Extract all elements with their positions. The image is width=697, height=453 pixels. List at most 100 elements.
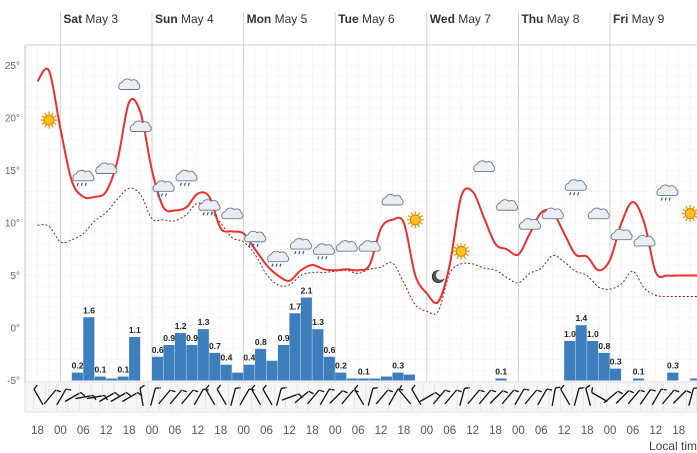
rain-drop (298, 250, 301, 255)
cloud-shape (587, 207, 610, 220)
wind-barb-flag (329, 388, 335, 391)
precip-label: 1.3 (312, 317, 324, 327)
rain-drop (569, 192, 572, 196)
wind-barb-shaft (615, 390, 630, 404)
wind-barb-shaft (459, 388, 466, 406)
wind-barb-shaft (281, 393, 300, 401)
sun-ray (41, 122, 45, 125)
wind-barb-shaft (419, 391, 436, 403)
rain-cloud-icon (72, 169, 95, 187)
x-tick-label: 12 (649, 425, 662, 437)
wind-barb-icon (354, 384, 365, 406)
rain-drop (210, 212, 213, 216)
cloud-icon (381, 194, 404, 206)
precip-label: 0.2 (335, 361, 347, 371)
wind-barb-icon (262, 384, 273, 406)
wind-barb-shaft (388, 388, 399, 406)
rain-drop (294, 250, 297, 255)
precip-label: 0.4 (243, 353, 255, 363)
precip-bar (667, 372, 679, 381)
rain-drop (577, 192, 580, 196)
x-tick-label: 06 (352, 425, 365, 437)
rain-cloud-icon (656, 184, 679, 201)
cloud-shape (335, 240, 358, 252)
rain-drop (183, 182, 186, 187)
precip-bar (300, 297, 312, 381)
rain-drop (164, 193, 168, 197)
sun-ray (417, 224, 421, 228)
dewpoint-line (37, 187, 697, 315)
cloud-icon (473, 160, 496, 172)
wind-barb-flag (693, 387, 697, 389)
precip-bar (690, 378, 697, 381)
precip-bar (186, 344, 198, 381)
cloud-shape (198, 199, 221, 211)
precip-bar (392, 372, 404, 381)
day-label: Tue May 6 (338, 12, 395, 26)
wind-barb-shaft (43, 389, 57, 405)
sun-ray (465, 246, 469, 250)
wind-barb-shaft (86, 394, 105, 400)
x-tick-label: 18 (398, 425, 411, 437)
wind-barb-icon (591, 387, 608, 403)
wind-barb-shaft (591, 391, 608, 403)
cloud-icon (541, 207, 564, 220)
cloud-icon (587, 207, 610, 220)
precip-bar (312, 329, 324, 381)
precip-label: 0.7 (209, 341, 221, 351)
wind-barb-shaft (375, 389, 389, 405)
precip-bar (495, 378, 507, 381)
cloud-icon (496, 199, 519, 211)
wind-barb-flag (546, 388, 553, 391)
rain-drop (156, 193, 160, 197)
precip-bar (381, 376, 393, 381)
sun-ray (410, 224, 414, 228)
wind-barb-flag (555, 386, 561, 389)
sun-ray (53, 115, 57, 118)
x-tick-label: 00 (54, 425, 67, 437)
cloud-shape (118, 78, 141, 90)
rain-drop (160, 193, 164, 197)
day-label: Thu May 8 (521, 12, 579, 26)
wind-barb-flag (80, 391, 86, 397)
x-tick-label: 00 (237, 425, 250, 437)
y-tick-label: 0° (10, 324, 20, 335)
rain-drop (325, 256, 328, 260)
wind-barb-icon (329, 390, 348, 404)
wind-row-background (24, 381, 697, 413)
precip-label: 0.6 (152, 345, 164, 355)
sun-ray (685, 217, 688, 222)
wind-barb-shaft (319, 388, 330, 406)
precip-bar (129, 337, 141, 381)
rain-drop (668, 197, 671, 201)
sun-ray (417, 212, 421, 216)
wind-barb-flag (398, 385, 403, 391)
precip-bar (346, 378, 358, 381)
wind-barb-flag (139, 384, 145, 389)
precip-label: 1.6 (83, 305, 95, 315)
cloud-shape (541, 207, 564, 220)
wind-barb-icon (672, 390, 692, 404)
cloud-shape (290, 238, 312, 250)
wind-barb-icon (585, 384, 592, 406)
x-axis: 18 00 06 12 18 00 06 12 18 00 06 12 18 00 06 12 18 00 06 12… (31, 425, 685, 437)
rain-drop (256, 243, 259, 247)
precip-bar (266, 360, 278, 381)
x-tick-label: 18 (672, 425, 685, 437)
precip-bar (220, 364, 232, 381)
cloud-shape (519, 218, 541, 230)
wind-barb-flag (262, 384, 267, 390)
precip-bar (197, 329, 209, 381)
rain-drop (271, 263, 274, 267)
wind-barb-shaft (193, 388, 204, 406)
rain-cloud-icon (175, 169, 198, 187)
x-tick-label: 00 (420, 425, 433, 437)
wind-barb-flag (617, 390, 623, 395)
precipitation-bars: 0.21.60.1 0.11.10.60.91.20.91.30.70.4 0.40… (72, 286, 697, 381)
wind-barb-icon (64, 391, 86, 403)
precip-label: 0.1 (633, 367, 645, 377)
wind-barb-shaft (627, 389, 641, 405)
rain-drop (573, 192, 576, 196)
precip-bar (174, 333, 186, 381)
